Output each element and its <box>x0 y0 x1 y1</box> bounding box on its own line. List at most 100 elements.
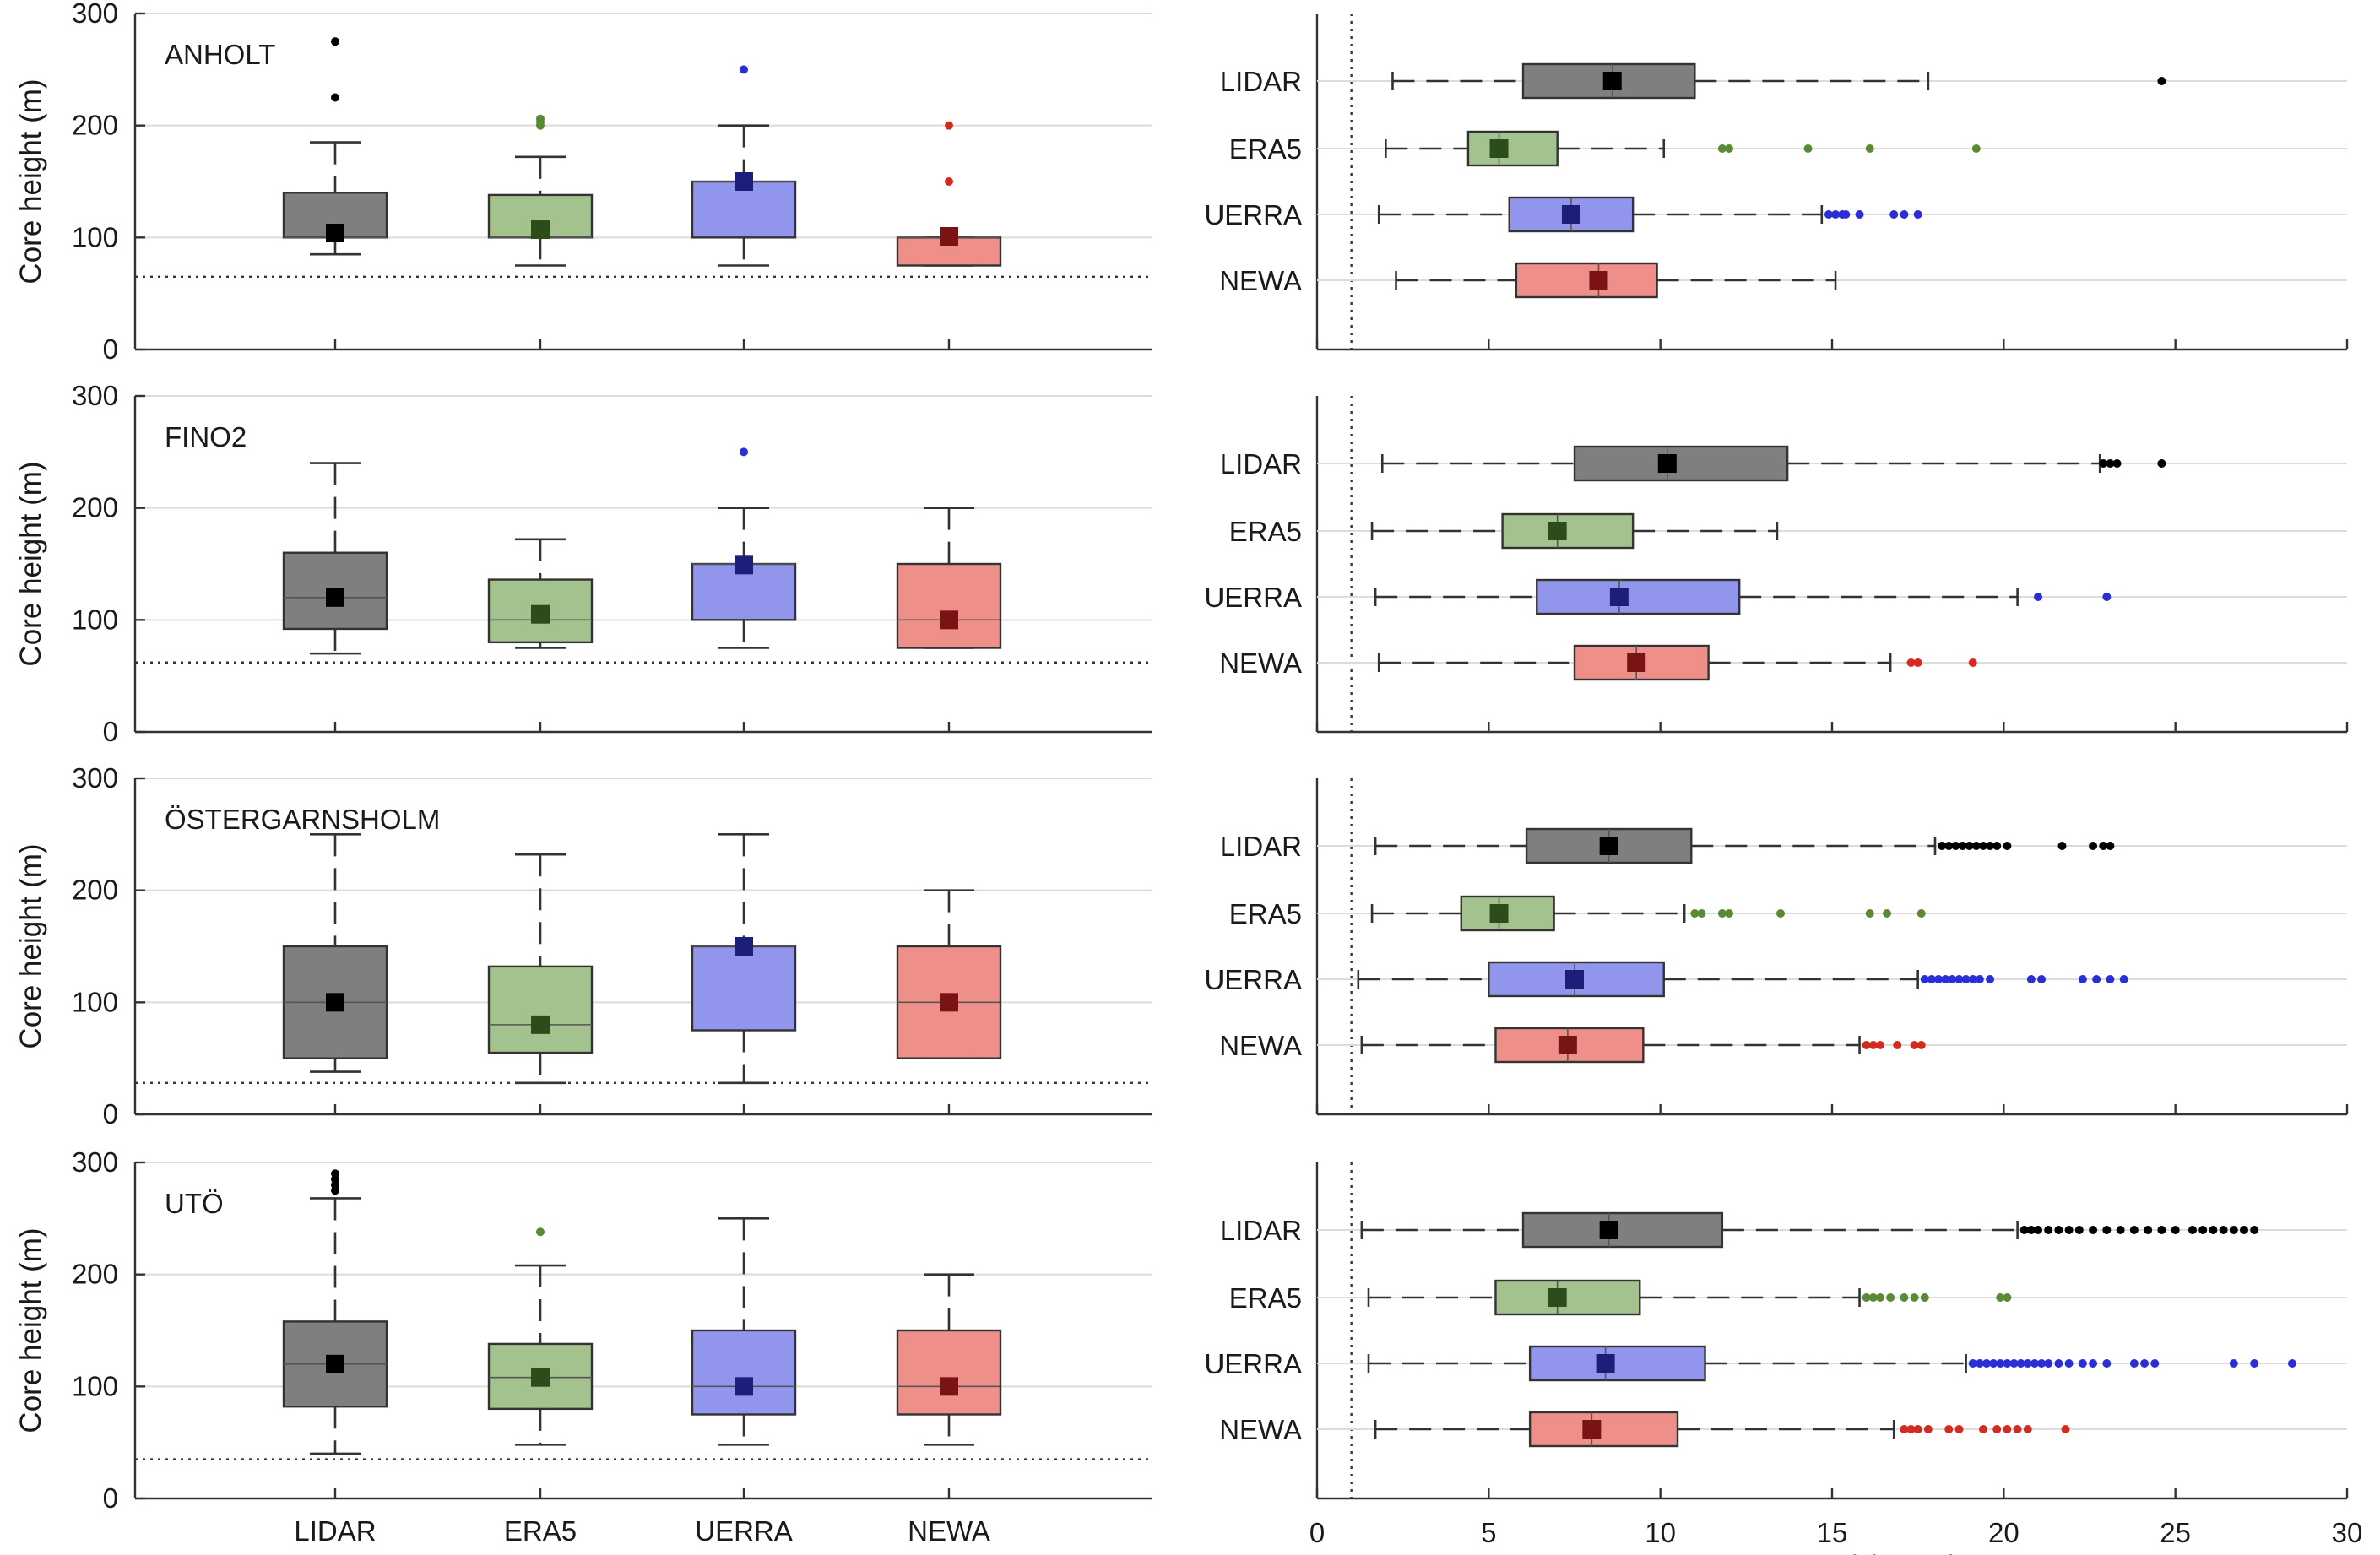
outlier-point <box>1862 1293 1871 1302</box>
y-tick-label: 200 <box>72 110 118 141</box>
station-label: UTÖ <box>165 1188 224 1219</box>
mean-marker <box>1561 205 1580 224</box>
y-tick-label: NEWA <box>1219 265 1302 296</box>
box-iqr <box>1515 262 1658 299</box>
y-tick-label: 100 <box>72 604 118 635</box>
mean-marker <box>1596 1354 1615 1373</box>
outlier-point <box>2064 1226 2074 1234</box>
panel-height-ut-: 0 100 200 300 Core height (m) UTÖ LIDAR ERA5 UER… <box>14 1146 1152 1547</box>
outlier-point <box>1690 909 1700 918</box>
hbox-newa: NEWA <box>1219 1027 2347 1064</box>
outlier-point <box>2099 842 2108 850</box>
outlier-point <box>1865 144 1874 153</box>
outlier-point <box>2026 1226 2036 1234</box>
mean-marker <box>326 588 344 607</box>
station-label: ANHOLT <box>165 39 275 70</box>
box-iqr <box>1501 512 1635 550</box>
outlier-point <box>2116 1226 2125 1234</box>
outlier-point <box>2287 1359 2296 1368</box>
outlier-point <box>1910 1041 1919 1049</box>
y-tick-label: NEWA <box>1219 1030 1302 1061</box>
y-tick-label: 200 <box>72 875 118 906</box>
hbox-newa: NEWA <box>1219 644 2347 681</box>
outlier-point <box>1986 975 1995 983</box>
outlier-point <box>1913 658 1922 667</box>
outlier-point <box>1717 909 1727 918</box>
outlier-point <box>2003 1359 2012 1368</box>
outlier-point <box>2003 842 2012 850</box>
y-tick-label: ERA5 <box>1229 133 1302 165</box>
outlier-point <box>740 447 748 457</box>
mean-marker <box>940 227 958 247</box>
y-tick-label: 200 <box>72 492 118 523</box>
outlier-point <box>2089 1359 2098 1368</box>
hbox-lidar: LIDAR <box>1220 62 2347 100</box>
outlier-point <box>1971 842 1981 850</box>
y-tick-label: 100 <box>72 1370 118 1401</box>
hbox-lidar: LIDAR <box>1220 827 2347 864</box>
y-tick-label: LIDAR <box>1220 448 1302 480</box>
y-axis-label: Core height (m) <box>14 1227 47 1433</box>
outlier-point <box>1910 1293 1919 1302</box>
outlier-point <box>1906 658 1916 667</box>
outlier-point <box>1965 842 1974 850</box>
mean-marker <box>1589 271 1608 290</box>
mean-marker <box>1548 522 1567 540</box>
mean-marker <box>531 1368 550 1387</box>
mean-marker <box>1565 970 1584 989</box>
y-tick-label: ERA5 <box>1229 516 1302 547</box>
y-tick-label: 300 <box>72 1146 118 1178</box>
hbox-uerra: UERRA <box>1204 961 2347 998</box>
x-tick-label: ERA5 <box>504 1515 577 1547</box>
y-tick-label: UERRA <box>1204 1348 1302 1379</box>
hbox-newa: NEWA <box>1219 1411 2347 1448</box>
y-tick-label: 0 <box>103 333 118 365</box>
hbox-era5: ERA5 <box>1229 512 2347 550</box>
box-iqr <box>1573 445 1789 482</box>
outlier-point <box>1889 210 1899 219</box>
outlier-point <box>1992 1425 2002 1433</box>
mean-marker <box>1627 653 1646 672</box>
outlier-point <box>536 1227 545 1237</box>
y-tick-label: 200 <box>72 1259 118 1290</box>
outlier-point <box>2171 1226 2180 1234</box>
outlier-point <box>2089 1226 2098 1234</box>
outlier-point <box>1968 658 1977 667</box>
panel-height--stergarnsholm: 0 100 200 300 Core height (m) ÖSTERGARNSHOLM <box>14 762 1152 1130</box>
mean-marker <box>1602 72 1622 90</box>
outlier-point <box>1954 1425 1964 1433</box>
mean-marker <box>1599 1221 1618 1239</box>
y-tick-label: LIDAR <box>1220 66 1302 97</box>
outlier-point <box>1948 975 1957 983</box>
outlier-point <box>1951 842 1960 850</box>
outlier-point <box>2023 1425 2032 1433</box>
box-newa <box>896 121 1002 267</box>
box-lidar <box>282 1169 388 1455</box>
outlier-point <box>1961 975 1971 983</box>
mean-marker <box>531 604 550 624</box>
box-iqr <box>691 945 797 1032</box>
y-axis-label: Core height (m) <box>14 843 47 1048</box>
outlier-point <box>2102 593 2112 601</box>
outlier-point <box>1717 144 1727 153</box>
outlier-point <box>2157 459 2166 468</box>
mean-marker <box>531 220 550 240</box>
mean-marker <box>940 1377 958 1396</box>
hbox-lidar: LIDAR <box>1220 445 2347 482</box>
y-tick-label: 0 <box>103 1098 118 1130</box>
x-axis-label: Core speed (m s⁻¹) <box>1705 1550 1960 1555</box>
panel-height-anholt: 0 100 200 300 Core height (m) ANHOLT <box>14 0 1152 365</box>
outlier-point <box>1841 210 1851 219</box>
hbox-era5: ERA5 <box>1229 1279 2347 1316</box>
outlier-point <box>2144 1226 2153 1234</box>
outlier-point <box>2064 1359 2074 1368</box>
outlier-point <box>1875 1041 1884 1049</box>
outlier-point <box>1975 1359 1984 1368</box>
outlier-point <box>331 93 339 102</box>
outlier-point <box>1916 909 1926 918</box>
outlier-point <box>2209 1226 2218 1234</box>
outlier-point <box>945 121 953 130</box>
mean-marker <box>1609 588 1629 606</box>
y-axis-label: Core height (m) <box>14 461 47 666</box>
outlier-point <box>1968 975 1977 983</box>
